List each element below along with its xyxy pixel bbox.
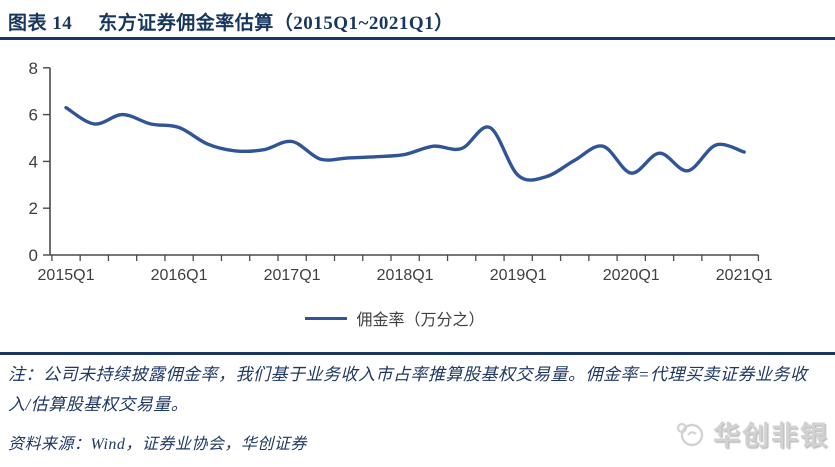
brand-logo-icon <box>676 422 704 446</box>
note-divider <box>0 352 835 355</box>
chart-legend: 佣金率（万分之） <box>0 306 790 330</box>
x-tick-label: 2015Q1 <box>38 267 95 284</box>
figure-note: 注：公司未持续披露佣金率，我们基于业务收入市占率推算股基权交易量。佣金率=代理买… <box>8 365 808 414</box>
figure-number: 图表 14 <box>8 13 73 34</box>
x-tick-label: 2021Q1 <box>716 267 773 284</box>
commission-rate-line-chart: 0 2 4 6 8 2015Q1 2016Q1 2017Q1 2018Q1 2019Q1 2020Q… <box>29 59 773 284</box>
legend-line-marker <box>305 316 348 320</box>
legend-label: 佣金率（万分之） <box>356 312 485 329</box>
brand-watermark-text: 华创非银 <box>713 421 829 451</box>
y-tick-label: 4 <box>29 152 38 171</box>
x-tick-label: 2017Q1 <box>264 267 321 284</box>
chart-area: 0 2 4 6 8 2015Q1 2016Q1 2017Q1 2018Q1 2019Q1 2020Q… <box>0 55 835 290</box>
y-tick-label: 6 <box>29 106 38 125</box>
data-source: 资料来源：Wind，证券业协会，华创证券 <box>8 436 307 453</box>
x-tick-label: 2019Q1 <box>490 267 547 284</box>
y-tick-label: 8 <box>29 59 38 78</box>
figure-title: 东方证券佣金率估算（2015Q1~2021Q1） <box>98 13 454 34</box>
x-tick-label: 2018Q1 <box>377 267 434 284</box>
y-tick-label: 2 <box>29 199 38 218</box>
x-tick-label: 2016Q1 <box>151 267 208 284</box>
figure-header: 图表 14 东方证券佣金率估算（2015Q1~2021Q1） <box>8 8 454 35</box>
brand-watermark: 华创非银 <box>675 414 829 453</box>
x-tick-label: 2020Q1 <box>603 267 660 284</box>
title-divider <box>0 37 835 40</box>
y-tick-label: 0 <box>29 246 38 265</box>
commission-rate-line <box>64 105 746 182</box>
